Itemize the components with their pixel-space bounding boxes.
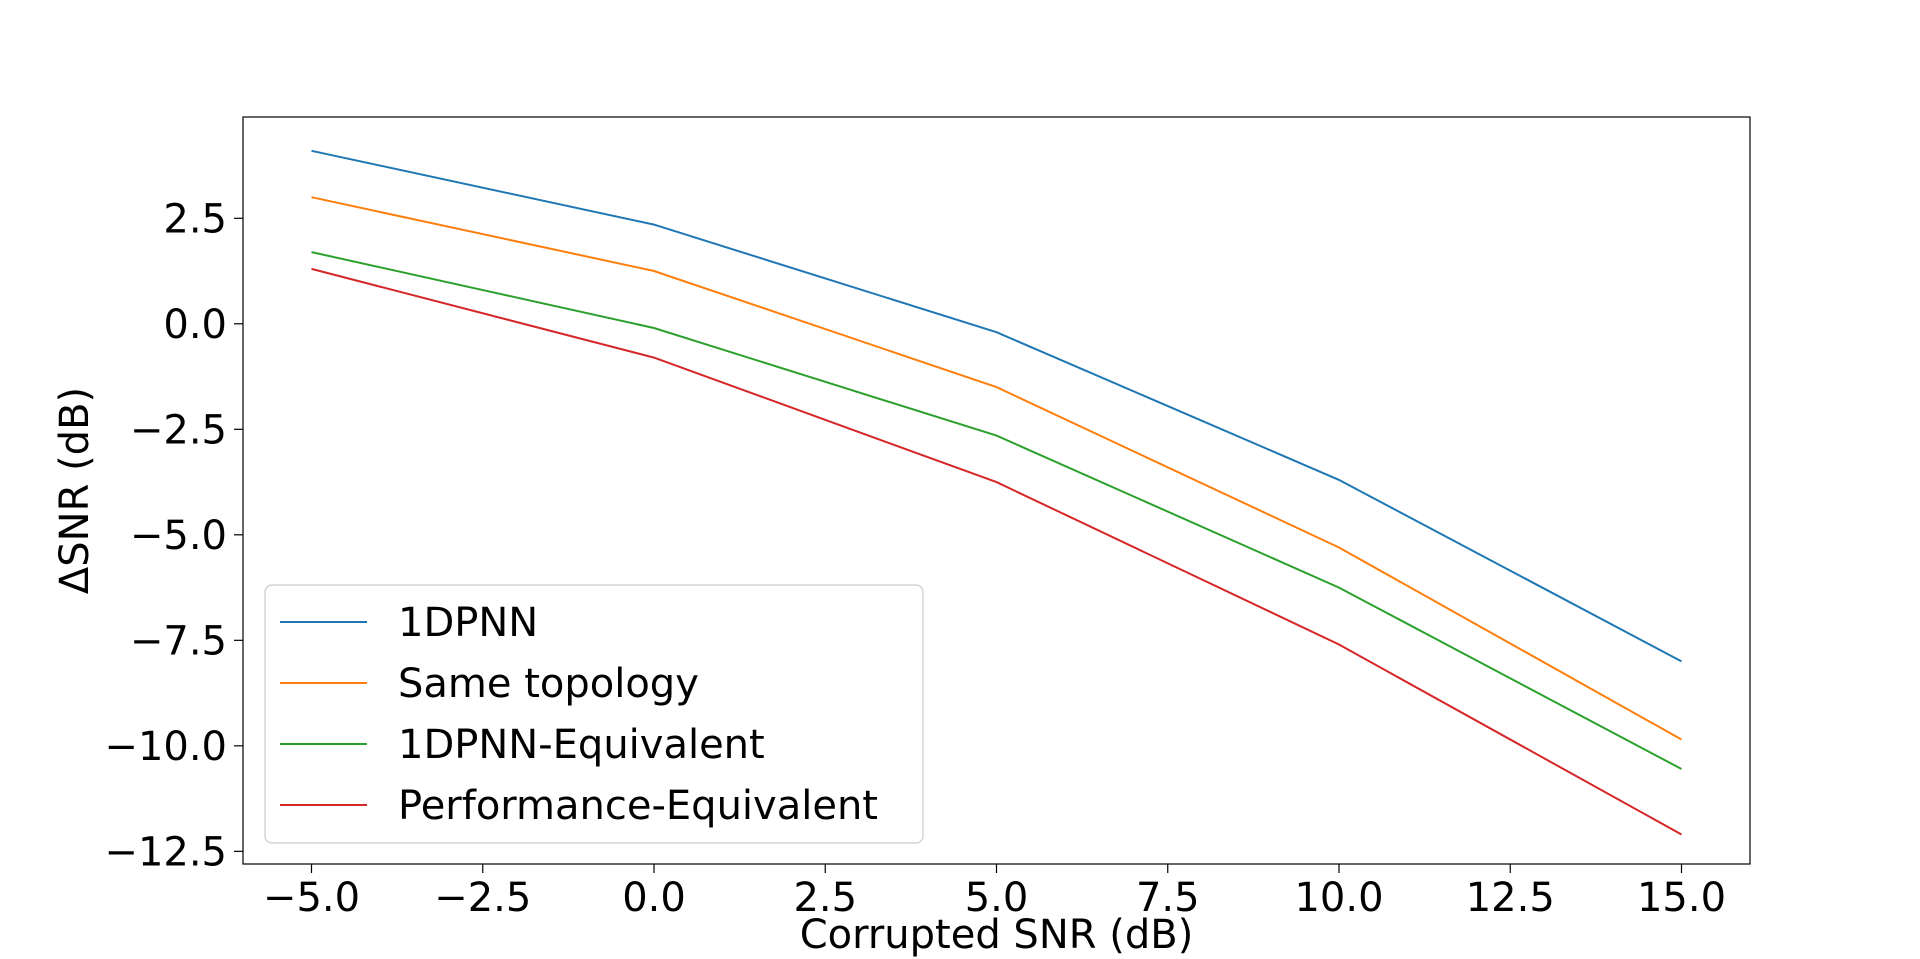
legend-label: Performance-Equivalent [398,783,878,829]
x-tick-label: 12.5 [1466,875,1555,921]
y-tick-label: −7.5 [130,618,227,664]
y-axis: 2.5 0.0 −2.5 −5.0 −7.5 −10.0 −12.5 [104,196,243,875]
series-line-2 [311,196,1682,741]
y-tick-label: −12.5 [104,829,227,875]
x-axis-label: Corrupted SNR (dB) [800,912,1194,958]
y-axis-label: ΔSNR (dB) [52,387,98,594]
y-tick-label: 2.5 [163,196,227,242]
x-tick-label: 15.0 [1637,875,1726,921]
y-tick-label: −2.5 [130,407,227,453]
x-tick-label: 0.0 [622,875,686,921]
plot-area [242,116,1751,865]
series-line-1 [311,149,1682,663]
x-tick-label: 10.0 [1294,875,1383,921]
legend-label: Same topology [398,661,699,707]
legend-label: 1DPNN [398,600,538,646]
x-tick-label: 7.5 [1136,875,1200,921]
y-tick-label: −10.0 [104,724,227,770]
legend-frame [264,584,924,844]
y-tick-label: −5.0 [130,513,227,559]
series-line-3 [311,251,1682,770]
series-line-4 [311,267,1682,836]
x-tick-label: 2.5 [793,875,857,921]
legend: 1DPNN Same topology 1DPNN-Equivalent Perfor… [264,584,924,844]
x-axis: −5.0 −2.5 0.0 2.5 5.0 7.5 10.0 12.5 15.0 [263,864,1726,921]
legend-label: 1DPNN-Equivalent [398,722,765,768]
y-tick-label: 0.0 [163,302,227,348]
x-tick-label: −5.0 [263,875,360,921]
x-tick-label: −2.5 [434,875,531,921]
x-tick-label: 5.0 [965,875,1029,921]
